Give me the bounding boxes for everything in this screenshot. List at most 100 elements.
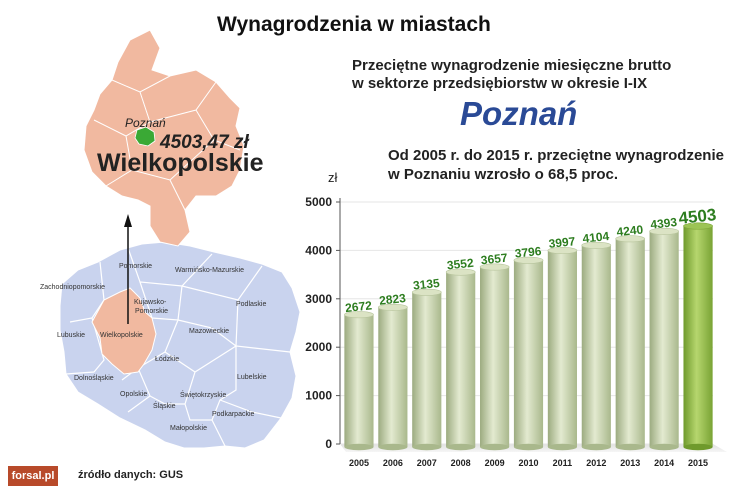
bar-base (615, 443, 645, 451)
bar-value-label: 3552 (446, 256, 474, 273)
bar (615, 238, 645, 447)
region-name-label: Wielkopolskie (97, 149, 264, 177)
growth-line-2: w Poznaniu wzrosło o 68,5 proc. (388, 166, 619, 183)
bar-base (378, 443, 408, 451)
voivodeship-label: Dolnośląskie (74, 375, 114, 382)
voivodeship-label: Warmińsko-Mazurskie (175, 267, 244, 274)
bar-base (683, 443, 713, 451)
bar-base (547, 443, 577, 451)
bar-base (446, 443, 476, 451)
bar-value-label: 3997 (548, 234, 576, 251)
source-note: źródło danych: GUS (78, 469, 184, 481)
voivodeship-label: Opolskie (120, 391, 148, 398)
bar-base (480, 443, 510, 451)
bar-value-label: 2672 (345, 298, 373, 315)
bar (683, 226, 713, 447)
x-tick-label: 2006 (383, 458, 403, 468)
bar-top (479, 263, 510, 271)
city-marker-poznan (134, 126, 156, 147)
subtitle-line-2: w sektorze przedsiębiorstw w okresie I-I… (352, 75, 648, 92)
bar-top (683, 222, 713, 230)
y-axis-label: zł (328, 170, 338, 185)
bar-value-label: 3657 (480, 251, 508, 268)
bar-top (547, 247, 578, 255)
voivodeship-label: Pomorskie (135, 308, 169, 315)
region-city-label: Poznań (125, 116, 166, 130)
voivodeship-label: Lubuskie (57, 332, 86, 339)
bar-value-label: 4393 (650, 215, 678, 232)
bar (446, 272, 476, 447)
y-tick-label: 0 (325, 437, 332, 451)
bar (344, 314, 374, 447)
x-tick-label: 2010 (518, 458, 538, 468)
publisher-logo[interactable]: forsal.pl (8, 466, 58, 486)
bar-base (649, 443, 679, 451)
voivodeship-label: Wielkopolskie (100, 332, 143, 339)
x-tick-label: 2008 (451, 458, 471, 468)
subtitle-line-1: Przeciętne wynagrodzenie miesięczne brut… (352, 57, 672, 74)
bar-value-label: 4503 (678, 205, 718, 228)
bar-base (344, 443, 374, 451)
bar (412, 292, 442, 447)
bar-top (445, 268, 476, 276)
bar-base (513, 443, 544, 451)
x-tick-label: 2015 (688, 458, 708, 468)
pointer-arrow-head (124, 214, 132, 227)
voivodeship-label: Pomorskie (119, 263, 153, 270)
bar-value-label: 3796 (514, 244, 542, 261)
region-value-label: 4503,47 zł (160, 132, 249, 153)
y-tick-label: 5000 (305, 195, 332, 209)
poland-wielkopolskie-highlight (91, 287, 157, 375)
voivodeship-label: Podlaskie (236, 301, 267, 308)
bar-value-label: 4240 (616, 222, 644, 239)
bar (378, 307, 408, 447)
bar (649, 231, 679, 447)
bar (513, 260, 544, 447)
chart-subtitle: Przeciętne wynagrodzenie miesięczne brut… (352, 57, 671, 93)
y-tick-label: 3000 (305, 292, 332, 306)
voivodeship-label: Lubelskie (237, 374, 267, 381)
voivodeship-label: Świętokrzyskie (180, 392, 227, 399)
x-tick-label: 2009 (485, 458, 505, 468)
y-tick-label: 1000 (305, 389, 332, 403)
growth-note: Od 2005 r. do 2015 r. przeciętne wynagro… (388, 146, 724, 184)
x-tick-label: 2007 (417, 458, 437, 468)
bar (480, 267, 510, 447)
x-tick-label: 2011 (553, 458, 573, 468)
bar-value-label: 3135 (412, 276, 440, 293)
bar-top (581, 241, 612, 249)
bar (547, 250, 577, 447)
bar-base (581, 443, 611, 451)
poland-internal-borders (65, 247, 291, 447)
bar-top (411, 288, 442, 296)
bar-top (513, 256, 544, 264)
voivodeship-label: Łódzkie (155, 356, 180, 363)
x-tick-label: 2005 (349, 458, 369, 468)
x-tick-label: 2012 (586, 458, 606, 468)
region-internal-borders (93, 75, 241, 211)
bar-top (377, 303, 408, 311)
y-tick-label: 2000 (305, 340, 332, 354)
voivodeship-label: Mazowieckie (189, 328, 230, 335)
bar-value-label: 4104 (582, 229, 610, 246)
voivodeship-label: Śląskie (153, 403, 176, 410)
bar-value-label: 2823 (378, 291, 406, 308)
growth-line-1: Od 2005 r. do 2015 r. przeciętne wynagro… (388, 147, 724, 164)
city-title: Poznań (460, 95, 578, 132)
y-tick-label: 4000 (305, 243, 332, 257)
bar-top (344, 311, 374, 319)
x-tick-label: 2014 (654, 458, 674, 468)
voivodeship-label: Zachodniopomorskie (40, 284, 105, 291)
voivodeship-label: Małopolskie (170, 425, 207, 432)
bar (581, 245, 611, 447)
voivodeship-label: Podkarpackie (212, 411, 255, 418)
bar-base (412, 443, 442, 451)
page-title: Wynagrodzenia w miastach (217, 13, 491, 36)
x-tick-label: 2013 (620, 458, 640, 468)
bar-top (615, 235, 646, 243)
bar-top (649, 227, 680, 235)
voivodeship-label: Kujawsko- (134, 299, 167, 306)
region-map-wielkopolskie (83, 29, 245, 247)
